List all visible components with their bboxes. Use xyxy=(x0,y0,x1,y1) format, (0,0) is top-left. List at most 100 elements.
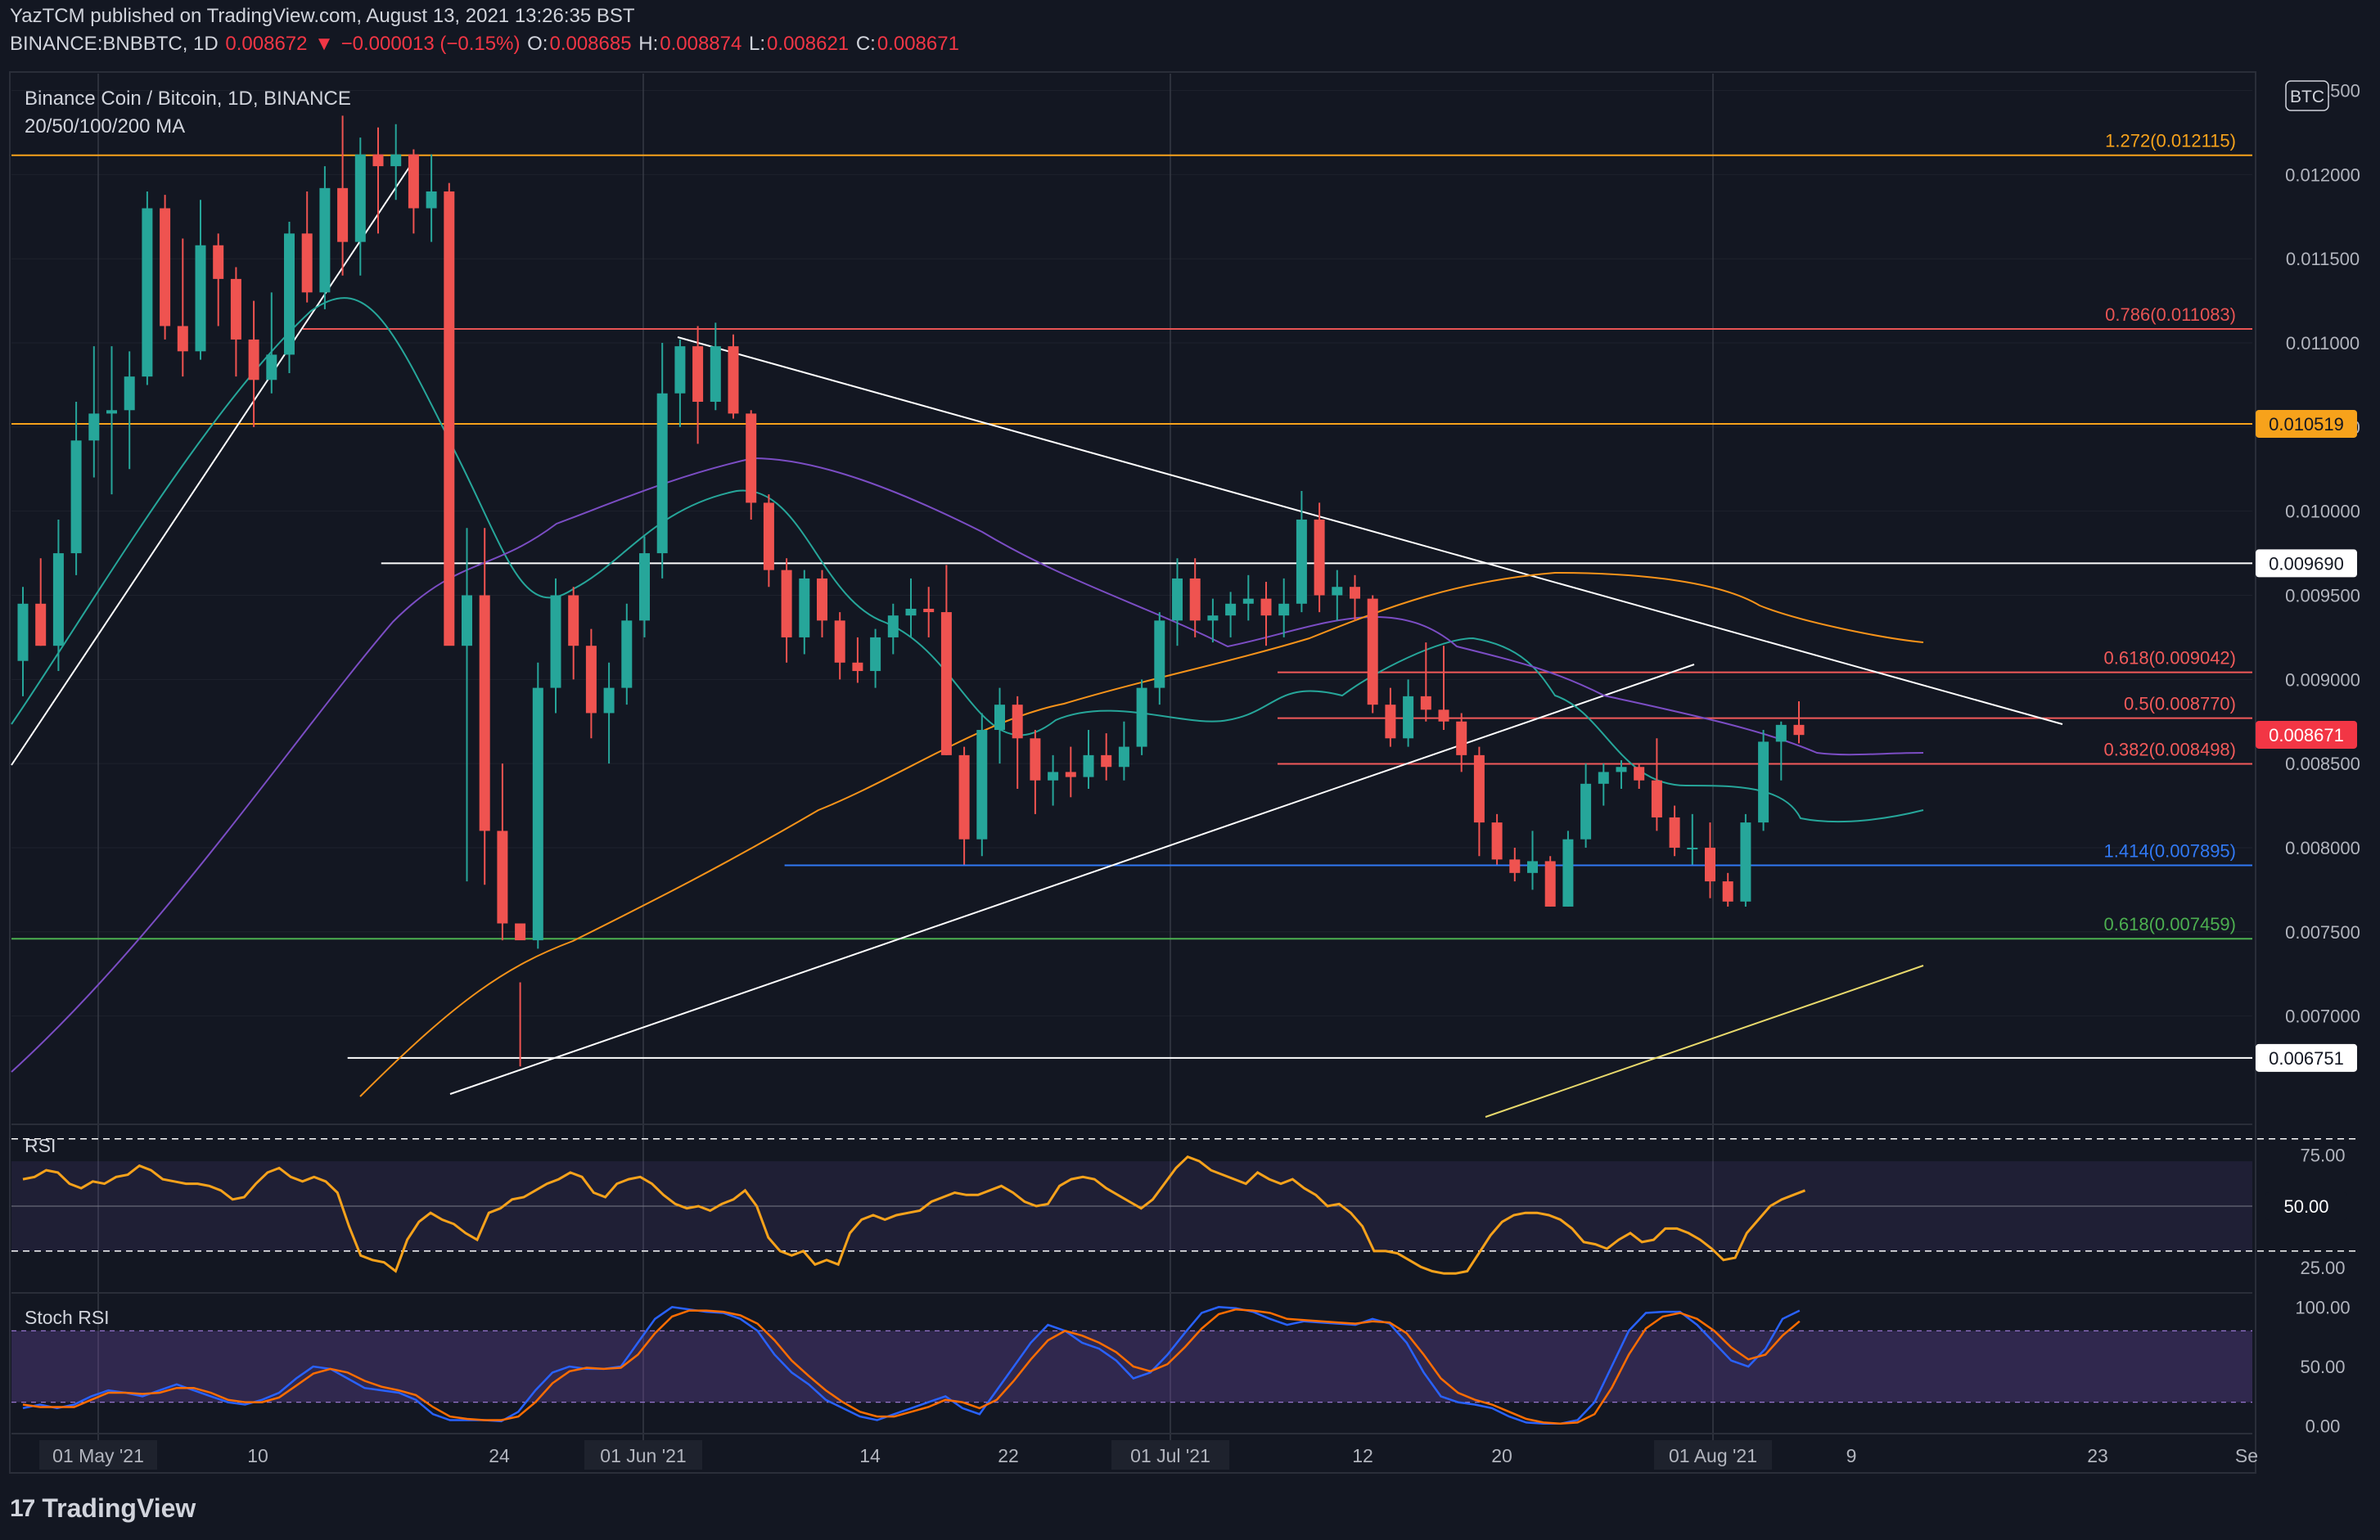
candle-body xyxy=(284,233,295,355)
time-tick-label: 9 xyxy=(1846,1445,1857,1466)
candle-body xyxy=(674,346,686,394)
candle-body xyxy=(1687,847,1698,849)
chart-frame xyxy=(9,71,2256,1474)
rsi-label: RSI xyxy=(25,1135,56,1156)
candle-body xyxy=(160,208,171,326)
candle-body xyxy=(746,413,757,503)
candle-body xyxy=(1136,687,1147,747)
change-arrow-icon: ▼ xyxy=(314,33,334,55)
low-value: 0.008621 xyxy=(767,33,850,55)
candle-body xyxy=(834,620,845,663)
candle-body xyxy=(905,608,917,616)
time-axis[interactable]: 01 May '21 10 24 01 Jun '21 14 22 01 Jul '21 12… xyxy=(11,1433,2258,1470)
price-axis[interactable]: 0.007000 0.007500 0.008000 0.008500 0.009000… xyxy=(2285,81,2360,1027)
candle-body xyxy=(781,570,792,637)
candle-body xyxy=(1083,754,1094,777)
candle-body xyxy=(1225,603,1237,616)
high-value: 0.008874 xyxy=(660,33,742,55)
candle-body xyxy=(444,191,455,646)
rsi-current-bg xyxy=(2265,1192,2347,1220)
currency-badge: BTC xyxy=(2290,88,2324,106)
candle-body xyxy=(603,687,615,714)
chart-title: Binance Coin / Bitcoin, 1D, BINANCE xyxy=(25,88,351,110)
currency-badge-bg xyxy=(2285,80,2329,111)
tradingview-logo-icon: 17 xyxy=(10,1494,35,1522)
candle-body xyxy=(52,553,64,646)
candle-body xyxy=(1793,724,1805,736)
candle-body xyxy=(1438,709,1449,722)
footer-brand[interactable]: 17 TradingView xyxy=(10,1493,196,1524)
price-badge-bg xyxy=(2256,549,2357,578)
candle-body xyxy=(852,662,863,672)
time-tick-label: 12 xyxy=(1352,1445,1373,1466)
candle-body xyxy=(1669,817,1680,848)
candle-body xyxy=(35,603,47,646)
price-tick-label: 0.007000 xyxy=(2285,1006,2360,1027)
time-tick-label: 01 Aug '21 xyxy=(1669,1445,1757,1466)
candle-body xyxy=(142,208,153,377)
time-tick-bg xyxy=(584,1440,702,1470)
candle-body xyxy=(354,154,366,242)
candle-body xyxy=(1491,822,1503,860)
candle-body xyxy=(1598,772,1609,784)
candle-body xyxy=(1367,598,1378,705)
trendline-early-uptrend xyxy=(11,160,414,766)
stoch-rsi-pane: Stoch RSI 100.00 50.00 0.00 xyxy=(11,1292,2351,1437)
price-tick-label: 0.007500 xyxy=(2285,922,2360,943)
ma20-line xyxy=(11,297,1924,823)
price-tick-label: 0.012000 xyxy=(2285,164,2360,185)
close-label: C: xyxy=(855,33,876,55)
candle-body xyxy=(1332,587,1343,596)
candle-body xyxy=(230,278,241,340)
stoch-tick-label: 0.00 xyxy=(2306,1416,2341,1437)
level-label: 0.618(0.007459) xyxy=(2104,914,2236,934)
price-tick-label: 0.008000 xyxy=(2285,838,2360,858)
candle-body xyxy=(177,326,188,352)
candle-body xyxy=(1314,519,1325,596)
candle-body xyxy=(692,346,704,403)
candle-body xyxy=(1350,587,1360,599)
candle-body xyxy=(1101,754,1112,768)
candle-body xyxy=(213,245,224,279)
candle-body xyxy=(1456,721,1467,755)
candle-body xyxy=(817,578,827,621)
time-tick-label: 01 Jun '21 xyxy=(600,1445,686,1466)
candle-body xyxy=(408,154,419,209)
candle-body xyxy=(337,187,349,242)
price-badge-bg xyxy=(2256,1043,2357,1072)
candle-body xyxy=(940,612,952,755)
candle-body xyxy=(1172,578,1183,621)
price-badge-bg xyxy=(2256,720,2357,749)
price-tick-label: 0.009000 xyxy=(2285,669,2360,690)
candle-body xyxy=(568,595,579,646)
candle-body xyxy=(1260,598,1272,616)
time-tick-label: 23 xyxy=(2087,1445,2108,1466)
level-label: 0.382(0.008498) xyxy=(2104,740,2236,760)
rsi-tick-label: 25.00 xyxy=(2300,1258,2345,1278)
candle-body xyxy=(319,187,331,293)
price-badges: 0.010519 0.009690 0.008671 0.006751 xyxy=(2256,409,2357,1072)
candle-body xyxy=(1048,772,1059,781)
level-label: 0.618(0.009042) xyxy=(2104,648,2236,669)
price-tick-label: 0.011500 xyxy=(2286,249,2360,269)
ma-indicator-label: 20/50/100/200 MA xyxy=(25,115,185,137)
trendline-lower-wedge xyxy=(449,664,1695,1095)
candle-body xyxy=(1030,738,1041,781)
price-badge: 0.008671 xyxy=(2269,725,2344,745)
candle-body xyxy=(710,346,721,403)
time-tick-bg xyxy=(1111,1440,1229,1470)
candle-body xyxy=(1385,705,1396,739)
symbol-ohlc: BINANCE:BNBBTC, 1D 0.008672 ▼ −0.000013 … xyxy=(10,33,961,56)
candle-body xyxy=(1420,696,1431,710)
candle-body xyxy=(1527,861,1538,873)
time-tick-label: 22 xyxy=(998,1445,1019,1466)
price-tick-label: 0.008500 xyxy=(2285,754,2360,774)
candle-body xyxy=(1544,861,1556,907)
candle-body xyxy=(462,595,472,646)
candle-body xyxy=(585,646,597,714)
stoch-tick-label: 50.00 xyxy=(2300,1357,2345,1377)
candle-body xyxy=(958,754,970,840)
candle-body xyxy=(1403,696,1414,739)
stoch-d-line xyxy=(22,1308,1801,1425)
